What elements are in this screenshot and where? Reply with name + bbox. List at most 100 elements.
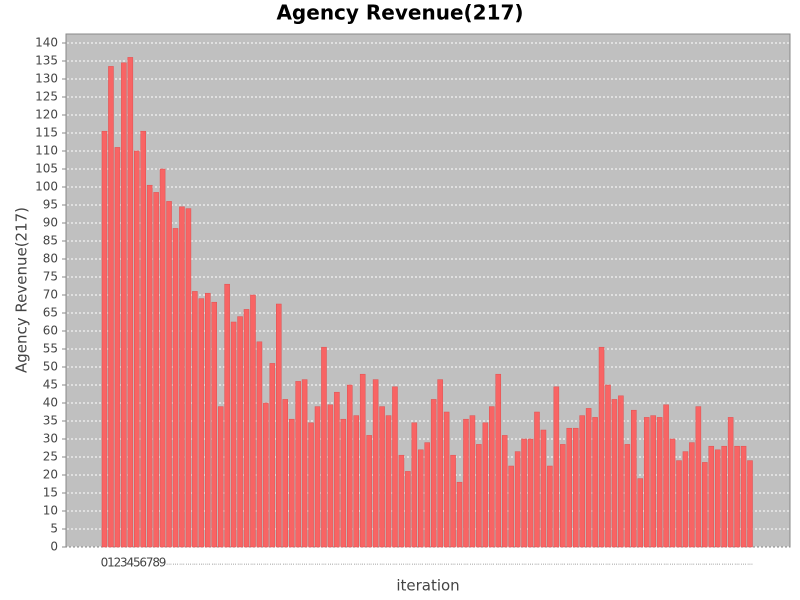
x-tick-label: ... (186, 560, 192, 567)
bar (618, 395, 624, 548)
x-tick-label: 9 (159, 556, 167, 570)
y-tick-label: 25 (43, 450, 58, 464)
bar (263, 402, 269, 548)
x-axis-label: iteration (396, 577, 459, 595)
bar (256, 341, 263, 548)
bar (185, 208, 192, 548)
x-tick-label: ... (528, 560, 534, 567)
y-tick-label: 135 (35, 54, 58, 68)
bar (366, 435, 372, 548)
x-tick-label: ... (231, 560, 237, 567)
y-tick-label: 110 (35, 144, 58, 158)
bar (250, 294, 256, 548)
y-tick-label: 0 (50, 540, 58, 554)
bar (527, 438, 534, 548)
bar (224, 283, 230, 548)
x-tick-label: ... (386, 560, 392, 567)
bar (127, 57, 134, 548)
chart-title: Agency Revenue(217) (276, 1, 523, 25)
bar (572, 427, 579, 548)
bar (159, 168, 166, 548)
bar (282, 399, 289, 548)
y-tick-label: 40 (43, 396, 58, 410)
x-tick-label: ... (676, 560, 682, 567)
x-tick-label: ... (495, 560, 501, 567)
x-tick-label: ... (624, 560, 630, 567)
bar (598, 346, 605, 548)
x-tick-label: ... (650, 560, 656, 567)
x-tick-label: ... (347, 560, 353, 567)
bar (308, 422, 314, 548)
x-tick-label: ... (599, 560, 605, 567)
x-tick-label: ... (579, 560, 585, 567)
bar (437, 379, 443, 548)
bar (276, 303, 282, 548)
bar (385, 415, 392, 548)
x-tick-label: ... (392, 560, 398, 567)
bar (314, 406, 321, 548)
bar (101, 130, 108, 548)
bar (430, 399, 437, 548)
x-tick-label: ... (431, 560, 437, 567)
bar (269, 363, 276, 548)
x-tick-label: ... (237, 560, 243, 567)
y-tick-label: 85 (43, 234, 58, 248)
bar (114, 147, 121, 548)
x-tick-label: ... (502, 560, 508, 567)
bar (372, 379, 379, 548)
x-tick-label: 2 (114, 556, 122, 570)
y-tick-label: 75 (43, 270, 58, 284)
y-tick-label: 125 (35, 90, 58, 104)
x-tick-label: ... (276, 560, 282, 567)
bar (611, 399, 618, 548)
x-tick-label: ... (618, 560, 624, 567)
x-tick-label: 4 (126, 556, 134, 570)
bar (534, 411, 540, 548)
x-tick-label: ... (515, 560, 521, 567)
x-tick-label: ... (573, 560, 579, 567)
y-tick-label: 30 (43, 432, 58, 446)
x-tick-label: ... (637, 560, 643, 567)
x-tick-label: ... (218, 560, 224, 567)
bar (340, 418, 347, 548)
x-tick-label: ... (295, 560, 301, 567)
y-tick-label: 65 (43, 306, 58, 320)
x-tick-label: 3 (120, 556, 128, 570)
x-tick-label: ... (566, 560, 572, 567)
x-tick-label: ... (741, 560, 747, 567)
bar (469, 415, 476, 548)
bar (489, 406, 495, 548)
x-tick-label: ... (360, 560, 366, 567)
x-tick-label: ... (244, 560, 250, 567)
bar (359, 373, 366, 548)
x-tick-label: ... (670, 560, 676, 567)
bar (695, 406, 702, 548)
bar (708, 445, 715, 548)
x-tick-label: ... (373, 560, 379, 567)
x-tick-label: ... (366, 560, 372, 567)
bar (553, 386, 560, 548)
bar (463, 418, 469, 548)
bar (134, 150, 140, 548)
x-tick-label: ... (379, 560, 385, 567)
bar (637, 478, 644, 548)
bar (747, 460, 753, 548)
bar (353, 415, 360, 548)
x-tick-label: ... (302, 560, 308, 567)
y-tick-label: 105 (35, 162, 58, 176)
y-axis-label: Agency Revenue(217) (13, 207, 31, 373)
x-tick-label: ... (631, 560, 637, 567)
y-tick-label: 50 (43, 360, 58, 374)
bar (153, 192, 159, 548)
bar (392, 386, 398, 548)
x-tick-label: ... (321, 560, 327, 567)
x-tick-label: ... (257, 560, 263, 567)
y-tick-label: 120 (35, 108, 58, 122)
bar (172, 228, 179, 548)
bar (624, 444, 631, 548)
bar (121, 62, 127, 548)
x-tick-label: ... (353, 560, 359, 567)
x-tick-label: ... (612, 560, 618, 567)
bar (656, 417, 663, 548)
bar (456, 481, 463, 548)
